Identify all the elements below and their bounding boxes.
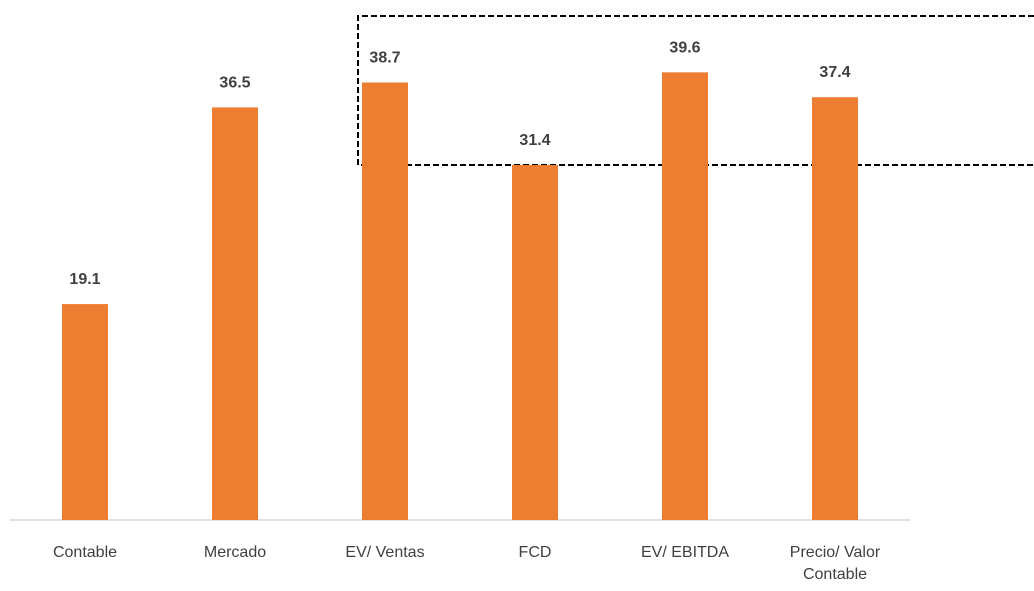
bar (662, 72, 708, 520)
value-label: 31.4 (519, 132, 550, 149)
x-tick-label: EV/ Ventas (345, 544, 425, 561)
bar (362, 82, 408, 521)
x-tick-label: Contable (52, 544, 118, 561)
x-tick-label: FCD (518, 544, 552, 561)
x-tick-label: Precio/ Valor Contable (789, 544, 881, 583)
value-label: 36.5 (219, 74, 250, 91)
x-tick-label: Mercado (203, 544, 267, 561)
x-tick-label: EV/ EBITDA (640, 544, 730, 561)
bar (212, 107, 258, 521)
bar (812, 97, 858, 520)
value-label: 38.7 (369, 50, 400, 67)
value-label: 37.4 (819, 64, 850, 81)
value-label: 39.6 (669, 39, 700, 56)
bar (62, 304, 108, 520)
value-label: 19.1 (69, 271, 100, 288)
bar (512, 165, 558, 521)
